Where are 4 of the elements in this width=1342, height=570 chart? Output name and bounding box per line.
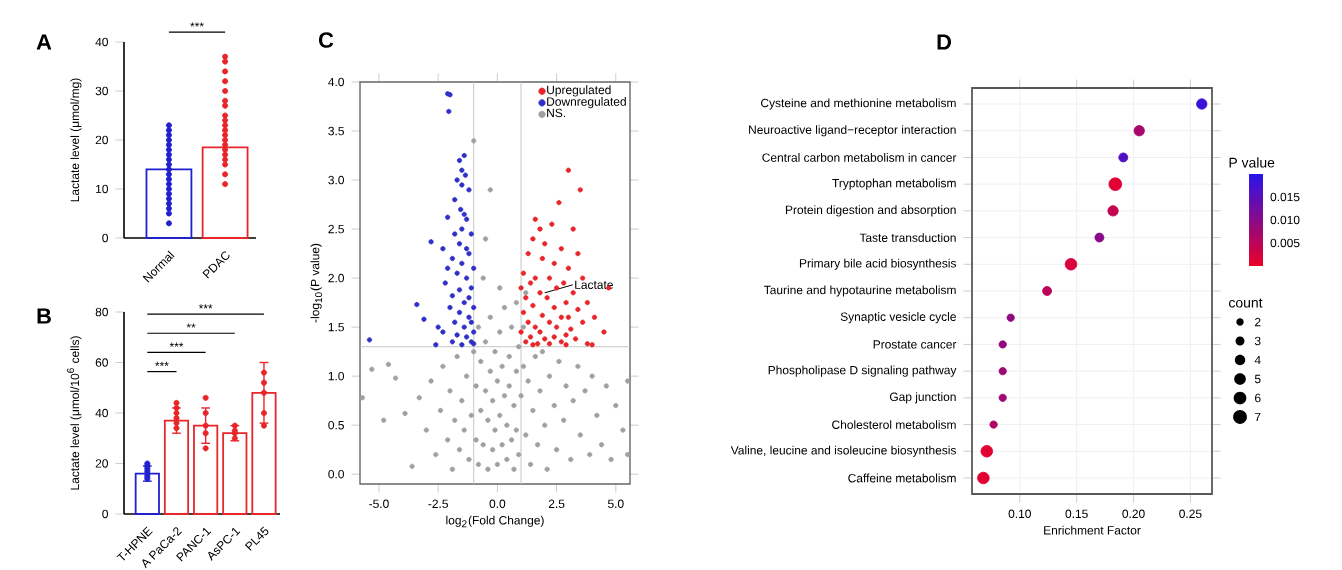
chart-title: A: [36, 34, 52, 50]
chart-title: C: [319, 32, 334, 48]
chart-title: D: [937, 34, 951, 50]
chart-title: B: [37, 308, 51, 324]
